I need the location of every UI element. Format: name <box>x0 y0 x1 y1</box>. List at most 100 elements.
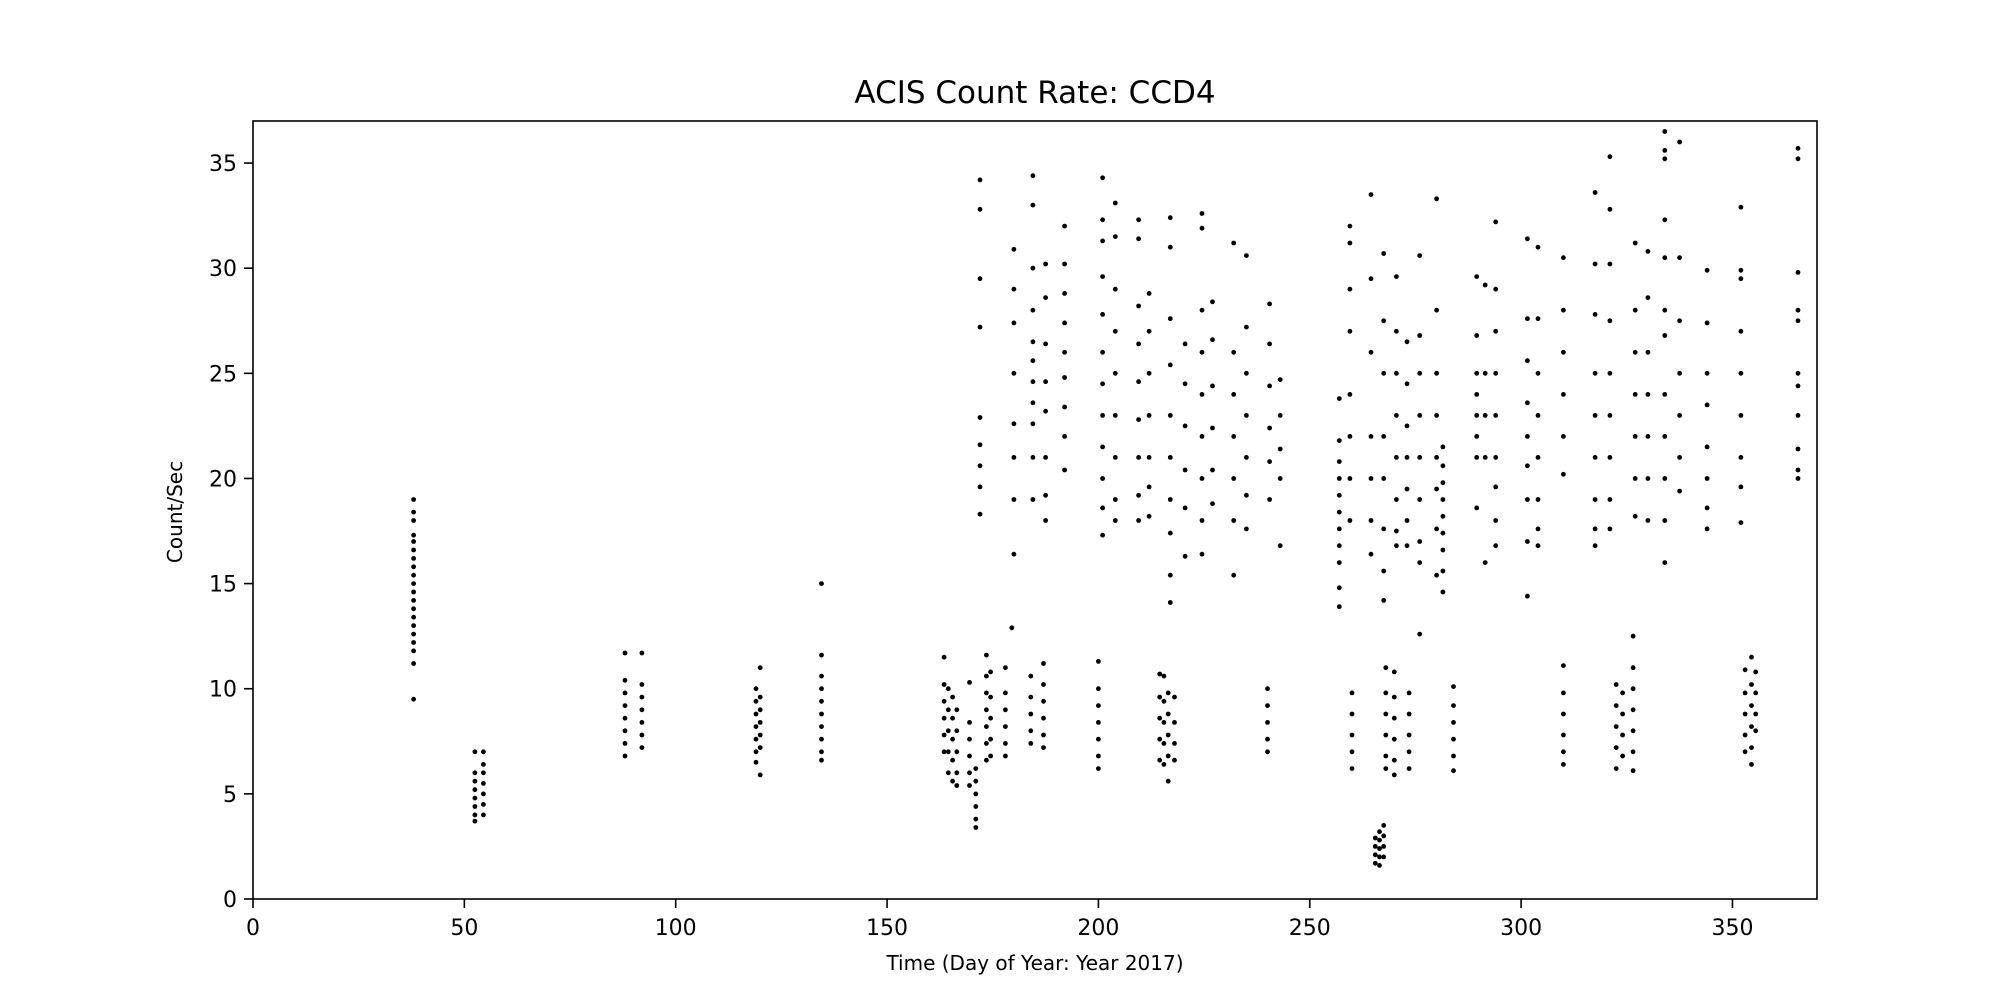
data-point <box>1440 480 1446 486</box>
data-point <box>1368 434 1374 439</box>
data-point <box>1347 286 1353 292</box>
data-point <box>1613 745 1619 750</box>
data-point <box>1096 766 1101 771</box>
data-point <box>1136 303 1141 309</box>
data-point <box>1632 476 1638 481</box>
data-point <box>1267 383 1272 389</box>
data-point <box>1368 192 1374 198</box>
data-point <box>1167 497 1173 502</box>
data-point <box>1742 667 1748 673</box>
data-point <box>1451 703 1456 708</box>
data-point <box>1630 665 1636 671</box>
data-point <box>1795 383 1801 389</box>
data-point <box>1561 711 1566 717</box>
data-point <box>1630 686 1636 692</box>
data-point <box>1041 661 1046 666</box>
data-point <box>1161 741 1167 746</box>
data-point <box>1277 543 1283 549</box>
data-point <box>1231 392 1237 397</box>
data-point <box>1474 434 1480 439</box>
data-point <box>1561 471 1566 477</box>
data-point <box>1394 274 1399 279</box>
data-point <box>1749 654 1754 660</box>
data-point <box>1482 370 1488 376</box>
data-point <box>753 749 759 755</box>
data-point <box>1167 244 1173 250</box>
data-point <box>1607 413 1613 418</box>
data-point <box>1493 413 1499 418</box>
data-point <box>1440 530 1446 536</box>
data-point <box>1482 560 1488 565</box>
data-point <box>1030 455 1036 460</box>
data-point <box>1062 223 1067 229</box>
data-point <box>1372 844 1378 849</box>
data-point <box>1406 732 1412 738</box>
data-point <box>1561 307 1566 313</box>
data-point <box>1231 572 1237 578</box>
data-point <box>1349 690 1355 696</box>
data-point <box>819 749 824 755</box>
data-point <box>1493 286 1499 292</box>
data-point <box>941 682 947 687</box>
y-tick-label: 10 <box>209 678 237 703</box>
data-point <box>1645 518 1651 523</box>
data-point <box>1003 707 1008 713</box>
data-point <box>984 757 989 763</box>
data-point <box>1100 381 1105 387</box>
data-point <box>1043 379 1048 385</box>
data-point <box>1041 745 1046 750</box>
data-point <box>1244 324 1249 330</box>
data-point <box>1161 698 1167 704</box>
data-point <box>1451 736 1456 742</box>
data-point <box>622 741 628 746</box>
data-point <box>1535 497 1541 502</box>
data-point <box>1030 202 1036 208</box>
data-point <box>1662 434 1668 439</box>
data-point <box>472 804 478 809</box>
data-point <box>973 791 979 797</box>
data-point <box>1742 690 1748 696</box>
data-point <box>1440 463 1446 469</box>
data-point <box>753 686 759 692</box>
data-point <box>1199 392 1205 397</box>
data-point <box>1482 413 1488 418</box>
data-point <box>1394 455 1399 460</box>
data-point <box>1146 484 1152 490</box>
data-point <box>1662 392 1668 397</box>
data-point <box>1136 217 1141 223</box>
data-point <box>1372 860 1378 866</box>
data-point <box>1136 492 1141 498</box>
data-point <box>984 724 989 729</box>
data-point <box>977 324 983 330</box>
data-point <box>1753 690 1759 696</box>
y-tick-label: 0 <box>223 888 237 913</box>
data-point <box>757 720 763 725</box>
data-point <box>1434 413 1439 418</box>
data-point <box>1028 711 1034 717</box>
data-point <box>622 715 628 721</box>
data-point <box>977 415 983 420</box>
data-point <box>1662 518 1668 523</box>
data-point <box>1632 307 1638 313</box>
data-point <box>1620 732 1625 738</box>
data-point <box>1391 715 1397 721</box>
data-point <box>1482 282 1488 288</box>
data-point <box>1011 455 1017 460</box>
data-point <box>1630 728 1636 734</box>
data-point <box>1620 753 1625 759</box>
data-point <box>950 757 955 763</box>
data-point <box>1100 476 1105 481</box>
data-point <box>1182 341 1188 347</box>
data-point <box>1265 703 1270 708</box>
data-point <box>757 694 763 700</box>
data-point <box>1136 379 1141 385</box>
data-point <box>1167 413 1173 418</box>
data-point <box>1749 762 1754 767</box>
data-point <box>1753 711 1759 717</box>
data-point <box>1482 455 1488 460</box>
data-point <box>411 564 416 570</box>
data-point <box>622 753 628 759</box>
data-point <box>1210 501 1215 507</box>
data-point <box>1100 238 1105 244</box>
data-point <box>472 795 478 801</box>
